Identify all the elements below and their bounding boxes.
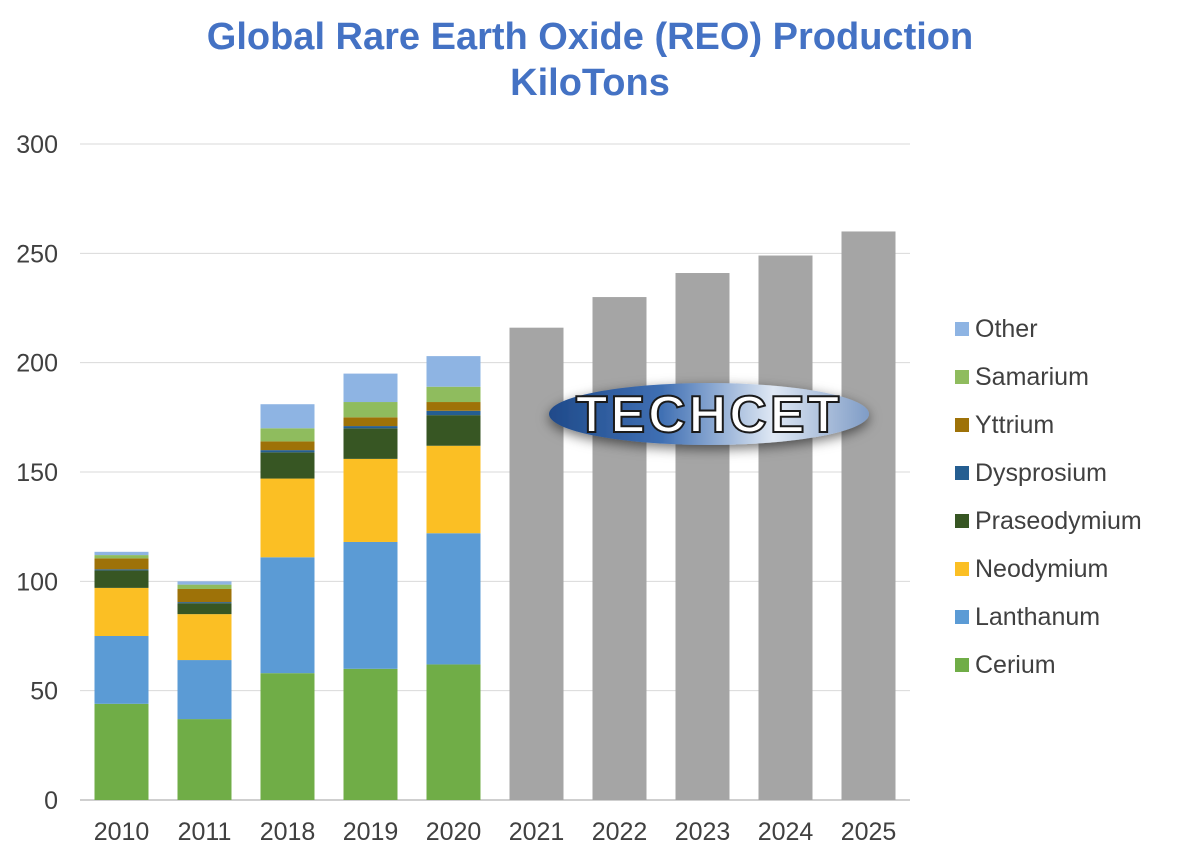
legend-label: Other [975,314,1038,343]
bar-segment-samarium-2010 [94,555,149,559]
bar-segment-yttrium-2010 [94,558,149,570]
bar-segment-neodymium-2011 [177,614,232,661]
legend-swatch [955,514,969,528]
bar-segment-other-2011 [177,581,232,585]
legend-swatch [955,370,969,384]
bar-total-2021 [509,327,564,800]
y-tick-label: 200 [16,350,58,378]
bar-segment-neodymium-2018 [260,478,315,558]
x-tick-label: 2011 [178,818,232,846]
y-tick-label: 0 [44,787,58,815]
legend-item-yttrium: Yttrium [955,401,1142,449]
bar-segment-cerium-2020 [426,664,481,800]
bar-segment-praseodymium-2010 [94,570,149,588]
legend-swatch [955,322,969,336]
legend-item-samarium: Samarium [955,353,1142,401]
bar-segment-praseodymium-2018 [260,452,315,479]
bar-segment-yttrium-2019 [343,417,398,427]
bar-segment-praseodymium-2019 [343,428,398,459]
bar-total-2023 [675,273,730,801]
bar-segment-dysprosium-2011 [177,602,232,604]
bar-segment-other-2018 [260,404,315,429]
bar-segment-cerium-2018 [260,673,315,800]
legend-label: Lanthanum [975,602,1101,631]
x-tick-label: 2021 [509,818,565,846]
bar-segment-dysprosium-2019 [343,426,398,429]
bar-segment-praseodymium-2011 [177,603,232,615]
bar-segment-lanthanum-2018 [260,557,315,674]
legend-label: Samarium [975,362,1089,391]
bar-segment-dysprosium-2020 [426,410,481,416]
x-tick-label: 2018 [260,818,316,846]
bar-segment-cerium-2019 [343,668,398,800]
y-tick-label: 100 [16,568,58,596]
legend-swatch [955,610,969,624]
legend-item-neodymium: Neodymium [955,545,1142,593]
bar-segment-neodymium-2010 [94,587,149,636]
bar-segment-neodymium-2020 [426,445,481,534]
x-tick-label: 2020 [426,818,482,846]
bars [94,231,896,801]
legend-label: Cerium [975,650,1056,679]
bar-segment-samarium-2011 [177,584,232,589]
legend-item-dysprosium: Dysprosium [955,449,1142,497]
chart-title: Global Rare Earth Oxide (REO) Production… [0,14,1180,106]
legend-item-praseodymium: Praseodymium [955,497,1142,545]
chart-title-line-1: Global Rare Earth Oxide (REO) Production [206,16,974,58]
x-tick-label: 2024 [758,818,814,846]
bar-segment-yttrium-2020 [426,402,481,411]
y-tick-label: 250 [16,240,58,268]
bar-segment-praseodymium-2020 [426,415,481,446]
y-tick-label: 50 [30,678,58,706]
legend-item-lanthanum: Lanthanum [955,593,1142,641]
legend-swatch [955,562,969,576]
bar-total-2025 [841,231,896,800]
bar-total-2024 [758,255,813,800]
bar-segment-lanthanum-2019 [343,541,398,669]
bar-segment-samarium-2019 [343,402,398,418]
logo-ellipse [549,383,869,445]
bar-segment-neodymium-2019 [343,458,398,542]
legend-label: Praseodymium [975,506,1142,535]
bar-segment-other-2020 [426,356,481,387]
legend: Other Samarium Yttrium Dysprosium Praseodymi… [955,305,1142,689]
bar-segment-samarium-2018 [260,428,315,442]
y-tick-label: 300 [16,131,58,159]
legend-swatch [955,466,969,480]
legend-swatch [955,658,969,672]
bar-segment-lanthanum-2010 [94,636,149,704]
bar-segment-dysprosium-2010 [94,569,149,571]
x-tick-label: 2019 [343,818,399,846]
y-tick-label: 150 [16,459,58,487]
bar-segment-cerium-2011 [177,719,232,800]
legend-label: Yttrium [975,410,1055,439]
bar-segment-samarium-2020 [426,386,481,403]
bar-segment-yttrium-2011 [177,588,232,603]
bar-segment-cerium-2010 [94,703,149,800]
legend-item-other: Other [955,305,1142,353]
bar-segment-yttrium-2018 [260,441,315,451]
x-tick-label: 2010 [94,818,150,846]
x-axis-ticks: 2010 2011 2018 2019 2020 2021 2022 2023 2024 2025 [94,818,897,846]
legend-swatch [955,418,969,432]
x-tick-label: 2023 [675,818,731,846]
bar-segment-dysprosium-2018 [260,450,315,453]
legend-item-cerium: Cerium [955,641,1142,689]
bar-total-2022 [592,297,647,800]
legend-label: Dysprosium [975,458,1107,487]
bar-segment-lanthanum-2020 [426,533,481,665]
logo-text: TECHCET [576,386,843,444]
bar-segment-other-2019 [343,373,398,403]
techcet-logo: TECHCET [549,383,869,445]
x-tick-label: 2022 [592,818,648,846]
bar-segment-lanthanum-2011 [177,660,232,720]
bar-segment-other-2010 [94,551,149,556]
x-tick-label: 2025 [841,818,897,846]
y-axis-ticks: 0 50 100 150 200 250 300 [16,131,58,815]
chart-title-line-2: KiloTons [510,62,670,104]
legend-label: Neodymium [975,554,1109,583]
